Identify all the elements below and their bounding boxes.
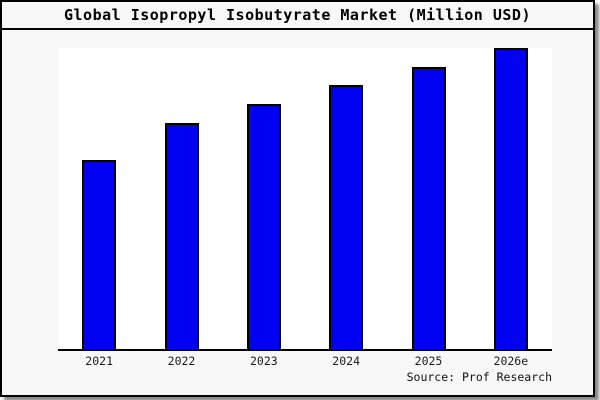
- x-axis-labels: 2021 2022 2023 2024 2025 2026e: [58, 354, 552, 369]
- x-tick-label-2022: 2022: [167, 354, 196, 368]
- x-tick-label-2024: 2024: [332, 354, 361, 368]
- x-tick-label-2026e: 2026e: [493, 354, 529, 368]
- plot-area: [58, 48, 552, 351]
- x-tick-label-2021: 2021: [85, 354, 114, 368]
- title-bar: Global Isopropyl Isobutyrate Market (Mil…: [2, 2, 593, 30]
- bar-2023: [246, 104, 281, 349]
- x-tick-label-2023: 2023: [249, 354, 278, 368]
- bar-2024: [329, 85, 364, 349]
- x-tick-label-2025: 2025: [414, 354, 443, 368]
- bar-2026e: [493, 48, 528, 349]
- bar-2022: [164, 123, 199, 349]
- bar-2021: [82, 160, 117, 349]
- bar-2025: [411, 67, 446, 349]
- chart-title: Global Isopropyl Isobutyrate Market (Mil…: [63, 6, 531, 24]
- source-attribution: Source: Prof Research: [406, 370, 552, 384]
